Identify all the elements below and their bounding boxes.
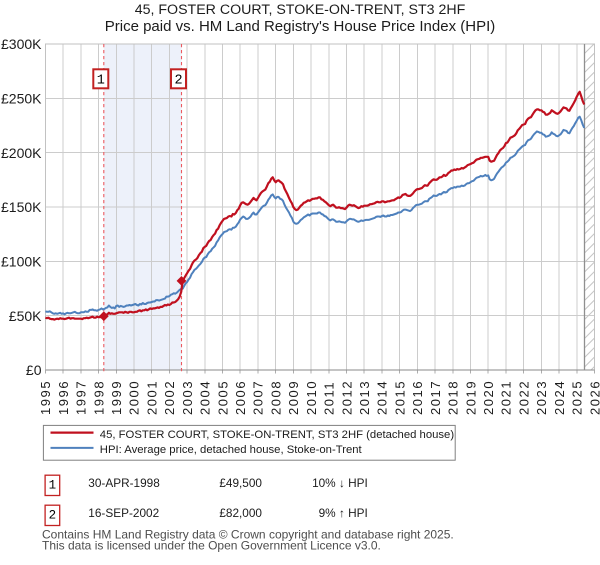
svg-text:2009: 2009 [286, 380, 301, 415]
svg-text:2023: 2023 [534, 380, 549, 415]
svg-text:2004: 2004 [198, 380, 213, 415]
svg-text:1996: 1996 [56, 380, 71, 415]
svg-text:2000: 2000 [127, 380, 142, 415]
svg-text:2017: 2017 [428, 380, 443, 415]
svg-text:2021: 2021 [499, 380, 514, 415]
svg-text:2022: 2022 [516, 380, 531, 415]
svg-text:30-APR-1998: 30-APR-1998 [88, 476, 160, 490]
svg-text:2010: 2010 [304, 380, 319, 415]
svg-text:2016: 2016 [410, 380, 425, 415]
svg-text:£0: £0 [26, 362, 42, 378]
svg-text:2025: 2025 [570, 380, 585, 415]
svg-text:10% ↓ HPI: 10% ↓ HPI [312, 476, 368, 490]
svg-text:This data is licensed under th: This data is licensed under the Open Gov… [42, 539, 381, 553]
svg-text:£82,000: £82,000 [219, 506, 262, 520]
svg-text:2014: 2014 [375, 380, 390, 415]
svg-text:£100K: £100K [1, 254, 42, 270]
svg-text:2005: 2005 [215, 380, 230, 415]
svg-text:1: 1 [49, 479, 57, 493]
svg-text:2001: 2001 [144, 380, 159, 415]
svg-text:£50K: £50K [9, 308, 42, 324]
svg-text:HPI: Average price, detached h: HPI: Average price, detached house, Stok… [100, 444, 363, 456]
svg-text:45, FOSTER COURT, STOKE-ON-TRE: 45, FOSTER COURT, STOKE-ON-TRENT, ST3 2H… [135, 2, 466, 18]
svg-text:2007: 2007 [251, 380, 266, 415]
svg-text:2015: 2015 [392, 380, 407, 415]
svg-text:1997: 1997 [74, 380, 89, 415]
svg-text:2011: 2011 [322, 381, 337, 415]
svg-text:Contains HM Land Registry data: Contains HM Land Registry data © Crown c… [42, 528, 454, 542]
svg-text:2018: 2018 [446, 380, 461, 415]
svg-text:2006: 2006 [233, 380, 248, 415]
svg-text:16-SEP-2002: 16-SEP-2002 [88, 506, 159, 520]
svg-text:Price paid vs. HM Land Registr: Price paid vs. HM Land Registry's House … [105, 18, 496, 35]
svg-text:1999: 1999 [109, 380, 124, 415]
svg-text:£200K: £200K [1, 145, 42, 161]
svg-text:2012: 2012 [339, 380, 354, 415]
svg-text:1: 1 [97, 74, 105, 89]
svg-text:45, FOSTER COURT, STOKE-ON-TRE: 45, FOSTER COURT, STOKE-ON-TRENT, ST3 2H… [100, 429, 455, 441]
svg-text:2020: 2020 [481, 380, 496, 415]
svg-text:1995: 1995 [38, 380, 53, 415]
svg-text:2026: 2026 [587, 380, 600, 415]
svg-text:2008: 2008 [268, 380, 283, 415]
svg-text:2: 2 [174, 74, 182, 89]
svg-text:£300K: £300K [1, 36, 42, 52]
svg-text:2024: 2024 [552, 380, 567, 415]
svg-text:1998: 1998 [91, 380, 106, 415]
svg-text:£150K: £150K [1, 199, 42, 215]
svg-text:9% ↑ HPI: 9% ↑ HPI [319, 506, 368, 520]
svg-text:2003: 2003 [180, 380, 195, 415]
svg-text:£49,500: £49,500 [219, 476, 262, 490]
svg-text:2002: 2002 [162, 380, 177, 415]
svg-text:2013: 2013 [357, 380, 372, 415]
svg-text:2019: 2019 [463, 380, 478, 415]
svg-text:2: 2 [49, 509, 57, 523]
svg-text:£250K: £250K [1, 91, 42, 107]
